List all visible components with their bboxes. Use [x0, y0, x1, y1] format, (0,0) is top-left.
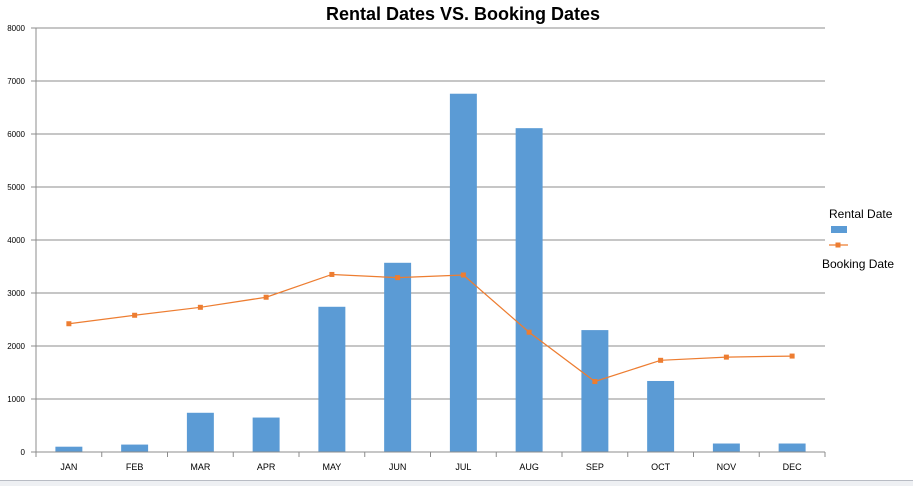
window-bottom-edge	[0, 480, 913, 486]
legend-label-rental-date: Rental Date	[829, 207, 893, 221]
bar-rental-date-mar	[186, 412, 214, 452]
marker-booking-date-mar	[197, 304, 203, 310]
x-tick-label: OCT	[651, 462, 671, 472]
y-tick-label: 6000	[7, 130, 25, 139]
bar-rental-date-jan	[55, 446, 83, 452]
marker-booking-date-jan	[66, 321, 72, 327]
y-tick-label: 3000	[7, 289, 25, 298]
bar-rental-date-feb	[121, 444, 149, 452]
marker-booking-date-aug	[526, 329, 532, 335]
marker-booking-date-feb	[132, 312, 138, 318]
y-tick-label: 2000	[7, 342, 25, 351]
bar-rental-date-nov	[712, 443, 740, 452]
x-tick-label: AUG	[519, 462, 539, 472]
x-tick-label: APR	[257, 462, 276, 472]
bar-rental-date-apr	[252, 417, 280, 452]
y-tick-label: 0	[21, 448, 26, 457]
rental-date-bars	[55, 93, 806, 453]
gridlines	[36, 27, 825, 400]
bar-rental-date-aug	[515, 128, 543, 453]
marker-booking-date-oct	[658, 357, 664, 363]
axes	[31, 27, 826, 457]
x-tick-label: JUN	[389, 462, 407, 472]
y-axis-tick-labels: 0 1000 2000 3000 4000 5000 6000 7000 8000	[7, 24, 25, 457]
marker-booking-date-may	[329, 271, 335, 277]
bar-rental-date-oct	[647, 380, 675, 452]
marker-booking-date-jul	[460, 272, 466, 278]
bar-rental-date-sep	[581, 330, 609, 452]
x-tick-label: MAY	[322, 462, 341, 472]
x-tick-label: FEB	[126, 462, 144, 472]
y-tick-label: 8000	[7, 24, 25, 33]
bar-rental-date-jun	[384, 262, 412, 452]
y-tick-label: 5000	[7, 183, 25, 192]
y-tick-label: 4000	[7, 236, 25, 245]
legend-swatch-rental-date	[831, 226, 847, 233]
legend: Rental Date Booking Date	[822, 207, 894, 271]
marker-booking-date-nov	[723, 354, 729, 360]
marker-booking-date-apr	[263, 294, 269, 300]
x-tick-label: NOV	[717, 462, 737, 472]
bar-rental-date-may	[318, 306, 346, 452]
bar-rental-date-dec	[778, 443, 806, 452]
y-tick-label: 1000	[7, 395, 25, 404]
x-axis-tick-labels: JAN FEB MAR APR MAY JUN JUL AUG SEP OCT NOV DEC	[60, 462, 802, 472]
x-tick-label: JAN	[60, 462, 77, 472]
legend-label-booking-date: Booking Date	[822, 257, 894, 271]
line-booking-date	[68, 273, 793, 383]
chart-title: Rental Dates VS. Booking Dates	[326, 4, 600, 24]
y-tick-label: 7000	[7, 77, 25, 86]
booking-date-line	[66, 271, 795, 385]
x-tick-label: SEP	[586, 462, 604, 472]
marker-booking-date-jun	[395, 275, 401, 281]
x-tick-label: MAR	[190, 462, 211, 472]
x-tick-label: JUL	[455, 462, 471, 472]
marker-booking-date-sep	[592, 379, 598, 385]
marker-booking-date-dec	[789, 353, 795, 359]
legend-swatch-booking-date-marker	[835, 242, 841, 248]
x-tick-label: DEC	[783, 462, 803, 472]
